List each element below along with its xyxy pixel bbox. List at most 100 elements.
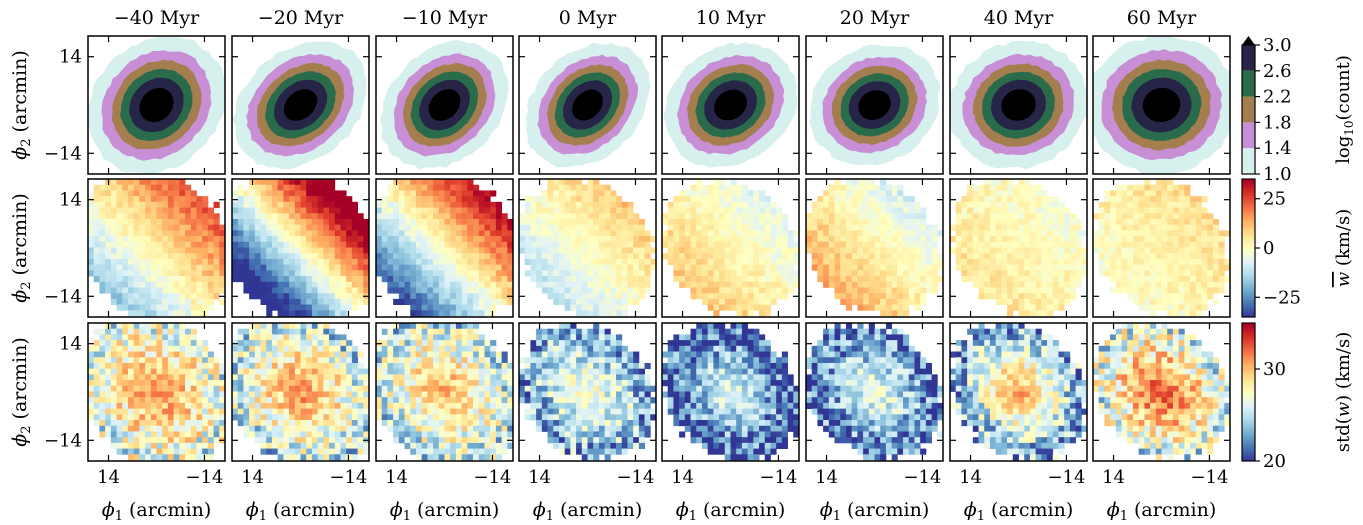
- heatmap-cell: [404, 293, 411, 300]
- heatmap-cell: [219, 224, 225, 231]
- heatmap-cell: [1161, 304, 1168, 311]
- heatmap-cell: [249, 293, 256, 300]
- heatmap-cell: [323, 230, 330, 237]
- heatmap-cell: [306, 230, 313, 237]
- heatmap-cell: [741, 258, 749, 266]
- heatmap-cell: [679, 270, 686, 277]
- heatmap-cell: [811, 258, 818, 266]
- heatmap-cell: [438, 270, 445, 277]
- heatmap-cell: [167, 201, 175, 208]
- heatmap-cell: [1064, 218, 1071, 226]
- heatmap-cell: [764, 276, 771, 283]
- heatmap-cell: [243, 414, 250, 421]
- heatmap-cell: [536, 241, 543, 248]
- heatmap-cell: [461, 230, 468, 237]
- heatmap-cell: [156, 184, 163, 191]
- heatmap-cell: [213, 293, 220, 300]
- heatmap-cell: [110, 368, 117, 375]
- heatmap-cell: [581, 293, 588, 300]
- heatmap-cell: [311, 437, 319, 444]
- heatmap-cell: [351, 247, 358, 254]
- heatmap-cell: [684, 213, 691, 220]
- heatmap-cell: [490, 287, 497, 294]
- heatmap-cell: [1058, 201, 1065, 208]
- heatmap-cell: [776, 264, 783, 271]
- heatmap-cell: [564, 179, 571, 186]
- heatmap-cell: [127, 201, 135, 208]
- heatmap-cell: [329, 328, 336, 335]
- heatmap-cell: [219, 264, 225, 271]
- heatmap-cell: [415, 258, 423, 266]
- heatmap-cell: [93, 264, 100, 271]
- heatmap-cell: [346, 213, 353, 220]
- heatmap-cell: [415, 276, 423, 283]
- heatmap-cell: [1172, 196, 1180, 203]
- heatmap-cell: [753, 224, 760, 231]
- heatmap-cell: [490, 207, 497, 214]
- heatmap-cell: [473, 184, 480, 191]
- heatmap-cell: [713, 298, 720, 305]
- heatmap-cell: [1161, 281, 1168, 288]
- heatmap-cell: [105, 425, 112, 432]
- heatmap-cell: [719, 253, 726, 260]
- heatmap-cell: [334, 281, 341, 288]
- heatmap-cell: [190, 391, 197, 398]
- heatmap-cell: [868, 241, 875, 248]
- heatmap-cell: [747, 236, 754, 243]
- heatmap-cell: [300, 431, 307, 438]
- heatmap-cell: [1018, 196, 1025, 203]
- heatmap-cell: [570, 276, 577, 283]
- heatmap-cell: [897, 241, 904, 248]
- heatmap-cell: [530, 253, 537, 260]
- heatmap-cell: [1190, 281, 1197, 288]
- heatmap-cell: [576, 293, 583, 300]
- heatmap-cell: [150, 218, 157, 226]
- heatmap-cell: [925, 224, 932, 231]
- heatmap-cell: [323, 362, 330, 370]
- heatmap-cell: [357, 414, 364, 421]
- heatmap-cell: [271, 391, 279, 398]
- heatmap-cell: [271, 230, 279, 237]
- heatmap-cell: [1132, 213, 1140, 220]
- heatmap-cell: [455, 310, 463, 317]
- heatmap-cell: [110, 201, 117, 208]
- heatmap-cell: [1007, 236, 1014, 243]
- y-tick-label: 14: [59, 190, 82, 211]
- heatmap-cell: [747, 207, 754, 214]
- heatmap-cell: [781, 287, 788, 294]
- heatmap-cell: [467, 241, 474, 248]
- heatmap-cell: [1201, 276, 1208, 283]
- heatmap-cell: [1212, 298, 1219, 305]
- panel-count-6: [949, 35, 1088, 175]
- heatmap-cell: [173, 247, 180, 254]
- heatmap-cell: [741, 293, 749, 300]
- heatmap-cell: [1047, 247, 1054, 254]
- heatmap-cell: [249, 184, 256, 191]
- heatmap-cell: [243, 258, 250, 266]
- heatmap-cell: [787, 264, 794, 271]
- heatmap-cell: [88, 408, 95, 415]
- heatmap-cell: [93, 408, 100, 415]
- heatmap-cell: [1195, 241, 1202, 248]
- heatmap-cell: [868, 190, 875, 197]
- heatmap-cell: [260, 420, 267, 427]
- heatmap-cell: [110, 184, 117, 191]
- heatmap-cell: [190, 437, 197, 444]
- heatmap-cell: [190, 425, 197, 432]
- heatmap-cell: [868, 247, 875, 254]
- heatmap-cell: [776, 207, 783, 214]
- heatmap-cell: [162, 224, 169, 231]
- heatmap-cell: [455, 247, 463, 254]
- heatmap-cell: [747, 281, 754, 288]
- heatmap-cell: [127, 362, 135, 370]
- heatmap-cell: [541, 247, 548, 254]
- heatmap-cell: [334, 334, 341, 341]
- heatmap-cell: [1201, 207, 1208, 214]
- heatmap-cell: [553, 253, 560, 260]
- heatmap-cell: [690, 218, 697, 226]
- heatmap-cell: [185, 402, 192, 410]
- heatmap-cell: [972, 264, 979, 271]
- heatmap-cell: [277, 264, 284, 271]
- heatmap-cell: [570, 201, 577, 208]
- contour-band: [283, 89, 318, 121]
